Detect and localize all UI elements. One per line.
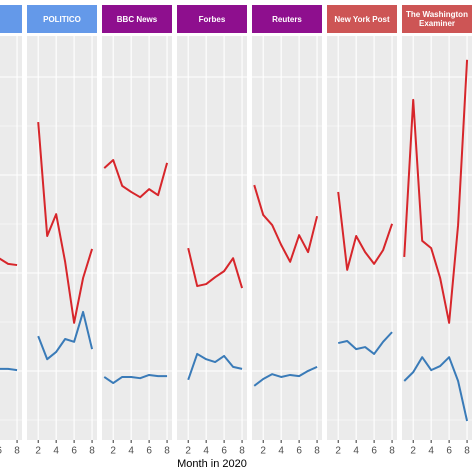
series-line (37, 310, 94, 361)
series-line (0, 367, 18, 372)
lines (37, 121, 94, 361)
series-line (337, 331, 393, 355)
lines (403, 59, 469, 422)
lines (337, 191, 394, 355)
panel-header: POLITICO (27, 5, 97, 33)
series-line (0, 257, 18, 267)
series-line (253, 184, 319, 263)
x-tick-label: 8 (464, 446, 470, 457)
panel-header: New York Post (327, 5, 397, 33)
series-line (403, 356, 469, 422)
x-tick-label: 4 (428, 446, 434, 457)
series-line (187, 352, 243, 381)
lines (0, 257, 18, 372)
panel-header (0, 5, 22, 33)
x-tick-label: 2 (260, 446, 266, 457)
series-line (337, 191, 394, 271)
x-tick-label: 4 (278, 446, 284, 457)
series-line (103, 373, 168, 385)
lines (253, 184, 319, 387)
x-tick-label: 8 (14, 446, 20, 457)
x-tick-label: 6 (371, 446, 377, 457)
panel-header: BBC News (102, 5, 172, 33)
x-axis-label: Month in 2020 (177, 458, 247, 470)
x-tick-label: 6 (71, 446, 77, 457)
x-tick-label: 6 (146, 446, 152, 457)
x-tick-label: 2 (185, 446, 191, 457)
panel-background (402, 36, 472, 440)
x-tick-label: 8 (314, 446, 320, 457)
series-line (37, 121, 94, 324)
panel-header: The Washington Examiner (402, 5, 472, 33)
lines (103, 159, 169, 385)
x-tick-label: 8 (239, 446, 245, 457)
panel-header: Reuters (252, 5, 322, 33)
series-line (187, 247, 244, 289)
lines (187, 247, 244, 381)
x-tick-label: 4 (203, 446, 209, 457)
panel-background (102, 36, 172, 440)
x-tick-label: 4 (53, 446, 59, 457)
x-tick-label: 6 (221, 446, 227, 457)
x-tick-label: 4 (128, 446, 134, 457)
x-tick-label: 6 (296, 446, 302, 457)
x-tick-label: 2 (110, 446, 116, 457)
panel-background (0, 36, 22, 440)
x-tick-label: 6 (446, 446, 452, 457)
x-tick-label: 2 (35, 446, 41, 457)
x-tick-label: 8 (164, 446, 170, 457)
x-tick-label: 8 (89, 446, 95, 457)
series-line (253, 365, 318, 387)
series-line (103, 159, 169, 199)
panel-header: Forbes (177, 5, 247, 33)
x-tick-label: 2 (410, 446, 416, 457)
panel-background (27, 36, 97, 440)
series-line (403, 59, 469, 324)
x-tick-label: 6 (0, 446, 2, 457)
x-tick-label: 2 (335, 446, 341, 457)
x-tick-label: 8 (389, 446, 395, 457)
x-tick-label: 4 (353, 446, 359, 457)
